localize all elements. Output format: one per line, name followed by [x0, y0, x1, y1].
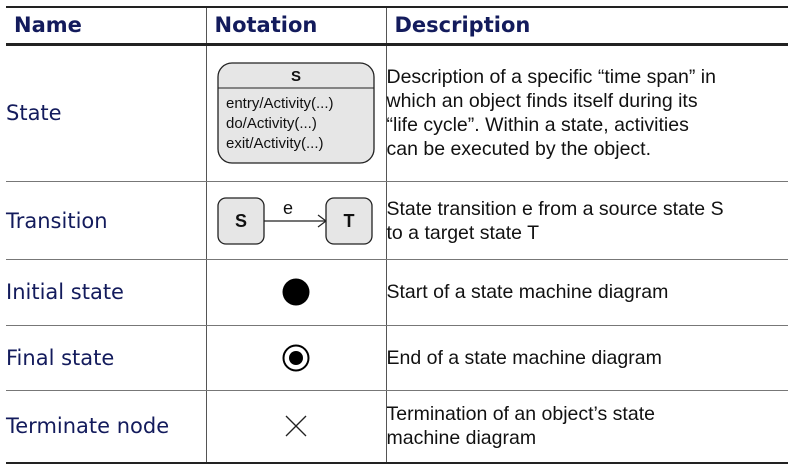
target-state-box	[325, 197, 373, 245]
notation-transition: S e T	[205, 181, 386, 261]
source-state-label: S	[235, 211, 247, 231]
desc-line: End of a state machine diagram	[386, 346, 662, 369]
row-initial-state: Initial state Start of a state machine d…	[6, 259, 788, 326]
notation-state: S entry/Activity(...) do/Activity(...) e…	[205, 44, 386, 183]
notation-initial-state	[205, 259, 386, 326]
desc-line: State transition e from a source state S	[386, 197, 724, 220]
row-name-final-state: Final state	[6, 325, 206, 391]
row-state: State S entry/Activity(...) do/Activity(…	[6, 44, 788, 183]
final-state-icon	[282, 344, 310, 372]
row-terminate-node: Terminate node Termination of an object’…	[6, 390, 788, 464]
header-row: Name Notation Description	[6, 6, 788, 46]
header-name: Name	[6, 6, 206, 46]
row-desc-transition: State transition e from a source state S…	[385, 181, 788, 261]
state-name-label: S	[291, 68, 301, 85]
desc-line: Termination of an object’s state	[386, 403, 655, 426]
row-desc-initial-state: Start of a state machine diagram	[385, 259, 788, 326]
row-name-terminate-node: Terminate node	[6, 390, 206, 464]
desc-line: to a target state T	[386, 221, 539, 244]
target-state-label: T	[344, 211, 355, 231]
state-activity-entry: entry/Activity(...)	[226, 95, 334, 112]
notation-table: Name Notation Description State S entry/…	[6, 6, 788, 464]
notation-terminate-node	[205, 390, 386, 464]
row-name-initial-state: Initial state	[6, 259, 206, 326]
row-final-state: Final state End of a state machine diagr…	[6, 325, 788, 391]
state-symbol: S entry/Activity(...) do/Activity(...) e…	[217, 62, 375, 165]
state-activity-exit: exit/Activity(...)	[226, 135, 324, 152]
desc-line: “life cycle”. Within a state, activities	[386, 114, 689, 137]
desc-line: can be executed by the object.	[386, 138, 652, 161]
row-name-state: State	[6, 44, 206, 183]
notation-final-state	[205, 325, 386, 391]
event-label: e	[283, 198, 293, 218]
desc-line: which an object finds itself during its	[386, 90, 698, 113]
desc-line: machine diagram	[386, 427, 537, 450]
row-transition: Transition S e T State transition e from…	[6, 181, 788, 261]
row-name-transition: Transition	[6, 181, 206, 261]
transition-symbol: S e T	[217, 197, 373, 245]
header-description: Description	[385, 6, 788, 46]
header-notation: Notation	[205, 6, 386, 46]
initial-state-icon	[282, 278, 310, 306]
desc-line: Start of a state machine diagram	[386, 281, 669, 304]
terminate-cross-icon	[285, 416, 307, 437]
state-activity-do: do/Activity(...)	[226, 115, 317, 132]
row-desc-final-state: End of a state machine diagram	[385, 325, 788, 391]
row-desc-state: Description of a specific “time span” in…	[385, 44, 788, 183]
row-desc-terminate-node: Termination of an object’s state machine…	[385, 390, 788, 464]
desc-line: Description of a specific “time span” in	[386, 66, 716, 89]
